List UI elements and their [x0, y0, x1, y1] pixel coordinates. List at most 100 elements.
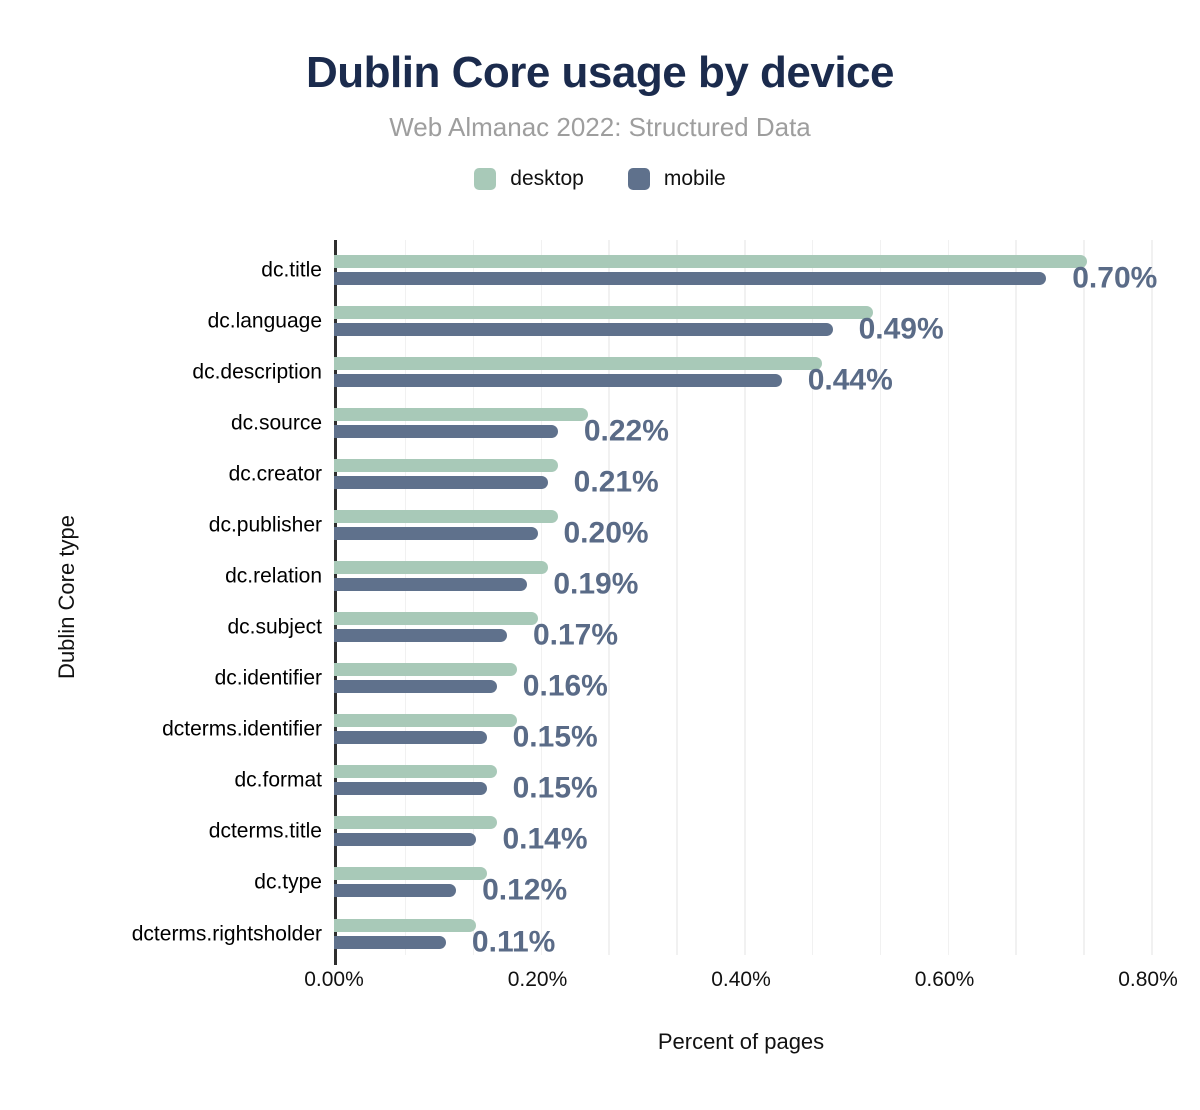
desktop-bar — [334, 867, 487, 881]
desktop-bar — [334, 714, 518, 728]
mobile-bar — [334, 884, 457, 898]
legend-item-desktop: desktop — [474, 167, 584, 191]
legend-label-desktop: desktop — [510, 167, 584, 190]
desktop-bar — [334, 407, 589, 421]
value-label: 0.17% — [532, 618, 619, 652]
category-label: dc.source — [230, 411, 322, 435]
gridline — [1151, 240, 1153, 955]
mobile-bar — [334, 526, 538, 540]
desktop-bar — [334, 458, 558, 472]
value-label: 0.15% — [512, 720, 598, 754]
bar-pair — [334, 816, 497, 847]
chart-row: dcterms.title 0.14% — [0, 802, 1200, 856]
x-tick-label: 0.80% — [1118, 968, 1178, 991]
desktop-bar — [334, 305, 874, 319]
bar-pair — [334, 254, 1087, 285]
gridline — [676, 240, 678, 955]
bar-rows: dc.title 0.70% dc.language 0.49% dc.descript… — [0, 240, 1200, 959]
gridline — [1083, 240, 1085, 955]
value-label: 0.44% — [807, 363, 893, 397]
chart-row: dc.subject 0.17% — [0, 598, 1200, 652]
value-label: 0.15% — [512, 771, 598, 805]
category-label: dc.format — [234, 768, 322, 792]
mobile-bar — [334, 629, 507, 643]
bar-pair — [334, 356, 823, 387]
chart-title: Dublin Core usage by device — [306, 48, 895, 97]
category-label: dc.language — [207, 309, 322, 333]
gridline — [811, 240, 814, 955]
bar-pair — [334, 714, 518, 745]
category-label: dc.title — [261, 257, 322, 281]
x-tick-label: 0.60% — [914, 968, 975, 991]
desktop-bar — [334, 663, 518, 677]
chart-row: dc.description 0.44% — [0, 342, 1200, 397]
value-label: 0.11% — [471, 925, 556, 959]
y-axis-title: Dublin Core type — [54, 515, 79, 679]
mobile-bar — [334, 782, 487, 796]
x-tick-label: 0.20% — [507, 968, 568, 991]
mobile-bar — [334, 680, 497, 694]
value-label: 0.20% — [563, 516, 649, 550]
plot-area — [334, 240, 1153, 965]
bar-pair — [334, 765, 497, 796]
category-label: dcterms.title — [208, 819, 322, 843]
chart-row: dc.creator 0.21% — [0, 444, 1200, 499]
desktop-swatch-icon — [474, 168, 497, 190]
bar-pair — [334, 561, 548, 591]
chart-row: dc.identifier 0.16% — [0, 649, 1200, 703]
bar-pair — [334, 407, 589, 438]
mobile-bar — [334, 373, 782, 387]
legend: desktop mobile — [0, 167, 1200, 191]
category-label: dc.type — [254, 870, 322, 894]
value-label: 0.22% — [583, 414, 669, 448]
chart-row: dcterms.rightsholder 0.11% — [0, 904, 1200, 959]
chart-row: dc.type 0.12% — [0, 853, 1200, 907]
gridline — [404, 240, 407, 955]
mobile-bar — [334, 935, 446, 949]
category-label: dc.identifier — [214, 666, 322, 690]
chart-row: dc.language 0.49% — [0, 291, 1200, 346]
mobile-bar — [334, 833, 477, 847]
desktop-bar — [334, 356, 823, 370]
chart-row: dc.source 0.22% — [0, 393, 1200, 448]
gridline — [1015, 240, 1017, 955]
desktop-bar — [334, 765, 497, 779]
mobile-bar — [334, 731, 487, 745]
desktop-bar — [334, 254, 1087, 268]
gridline — [472, 240, 475, 955]
mobile-bar — [334, 424, 558, 438]
value-label: 0.70% — [1072, 261, 1158, 295]
category-label: dc.creator — [228, 462, 322, 486]
value-label: 0.19% — [553, 567, 639, 601]
desktop-bar — [334, 918, 477, 932]
value-label: 0.49% — [858, 312, 944, 346]
value-label: 0.12% — [482, 873, 568, 907]
category-label: dcterms.rightsholder — [131, 922, 322, 945]
mobile-swatch-icon — [627, 168, 650, 190]
category-label: dc.subject — [227, 615, 322, 639]
chart-row: dc.format 0.15% — [0, 751, 1200, 805]
x-axis-title: Percent of pages — [657, 1029, 825, 1054]
bar-pair — [334, 612, 538, 643]
value-label: 0.21% — [573, 465, 659, 499]
category-label: dcterms.identifier — [162, 717, 322, 741]
desktop-bar — [334, 561, 548, 574]
value-label: 0.16% — [522, 669, 608, 703]
bar-pair — [334, 509, 558, 540]
x-tick-label: 0.00% — [304, 968, 364, 991]
legend-label-mobile: mobile — [663, 167, 726, 190]
gridline — [540, 240, 542, 955]
chart-row: dc.title 0.70% — [0, 240, 1200, 295]
gridline — [744, 240, 746, 955]
x-tick-label: 0.40% — [711, 968, 771, 991]
gridline — [947, 240, 949, 955]
value-label: 0.14% — [502, 822, 588, 856]
bar-pair — [334, 305, 874, 336]
desktop-bar — [334, 509, 558, 523]
legend-item-mobile: mobile — [627, 167, 726, 191]
chart-subtitle: Web Almanac 2022: Structured Data — [389, 112, 811, 142]
bar-pair — [334, 918, 477, 949]
bar-pair — [334, 663, 518, 694]
mobile-bar — [334, 578, 528, 591]
desktop-bar — [334, 612, 538, 626]
